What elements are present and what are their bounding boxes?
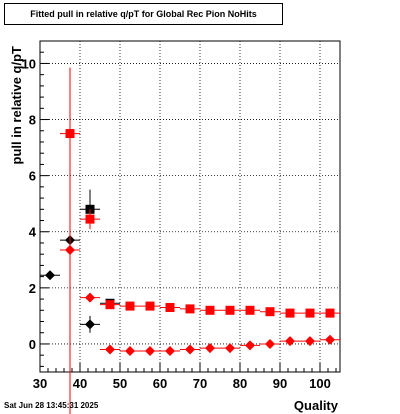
data-point-diamond: [145, 345, 155, 356]
data-point-diamond: [245, 340, 255, 351]
plot-frame: [39, 40, 341, 373]
data-point-square: [125, 301, 135, 311]
title-box: Fitted pull in relative q/pT for Global …: [4, 3, 283, 25]
y-tick-label: 6: [29, 169, 36, 184]
tick-labels: 30 40 50 60 70 80 90 100 0 2 4 6 8 10: [22, 56, 331, 391]
data-point-diamond: [325, 334, 335, 345]
data-point-diamond: [165, 345, 175, 356]
data-point-diamond: [45, 270, 55, 281]
y-tick-label: 10: [22, 56, 36, 71]
data-point-diamond: [305, 336, 315, 347]
data-point-square: [185, 304, 195, 314]
data-point-square: [205, 305, 215, 315]
data-point-square: [285, 308, 295, 318]
x-tick-label: 40: [73, 376, 87, 391]
ticks: [39, 40, 337, 372]
y-tick-label: 0: [29, 337, 36, 352]
y-axis-label: pull in relative q/pT: [9, 46, 24, 165]
x-tick-label: 90: [273, 376, 287, 391]
timestamp: Sat Jun 28 13:45:31 2025: [4, 401, 99, 410]
y-tick-label: 2: [29, 281, 36, 296]
data-point-square: [325, 308, 335, 318]
data-point-diamond: [85, 319, 95, 330]
data-marks: [40, 67, 340, 414]
y-tick-label: 4: [29, 225, 37, 240]
data-point-diamond: [205, 343, 215, 354]
data-point-square: [145, 301, 155, 311]
data-point-square: [165, 302, 175, 312]
data-point-diamond: [65, 244, 75, 255]
data-point-square: [225, 305, 235, 315]
data-point-square: [105, 300, 115, 310]
grid: [40, 41, 340, 372]
data-point-square: [85, 214, 95, 224]
data-point-diamond: [185, 344, 195, 355]
y-tick-label: 8: [29, 113, 36, 128]
data-point-square: [265, 307, 275, 317]
x-tick-label: 60: [153, 376, 167, 391]
x-tick-label: 50: [113, 376, 127, 391]
x-tick-label: 30: [33, 376, 47, 391]
chart-title: Fitted pull in relative q/pT for Global …: [30, 9, 257, 19]
data-point-diamond: [265, 338, 275, 349]
data-point-square: [245, 305, 255, 315]
x-tick-label: 100: [309, 376, 331, 391]
x-tick-label: 70: [193, 376, 207, 391]
data-point-diamond: [125, 345, 135, 356]
x-axis-label: Quality: [294, 398, 339, 413]
data-point-diamond: [105, 344, 115, 355]
data-point-diamond: [85, 292, 95, 303]
x-tick-label: 80: [233, 376, 247, 391]
data-point-square: [305, 308, 315, 318]
data-point-diamond: [285, 336, 295, 347]
data-point-diamond: [225, 343, 235, 354]
